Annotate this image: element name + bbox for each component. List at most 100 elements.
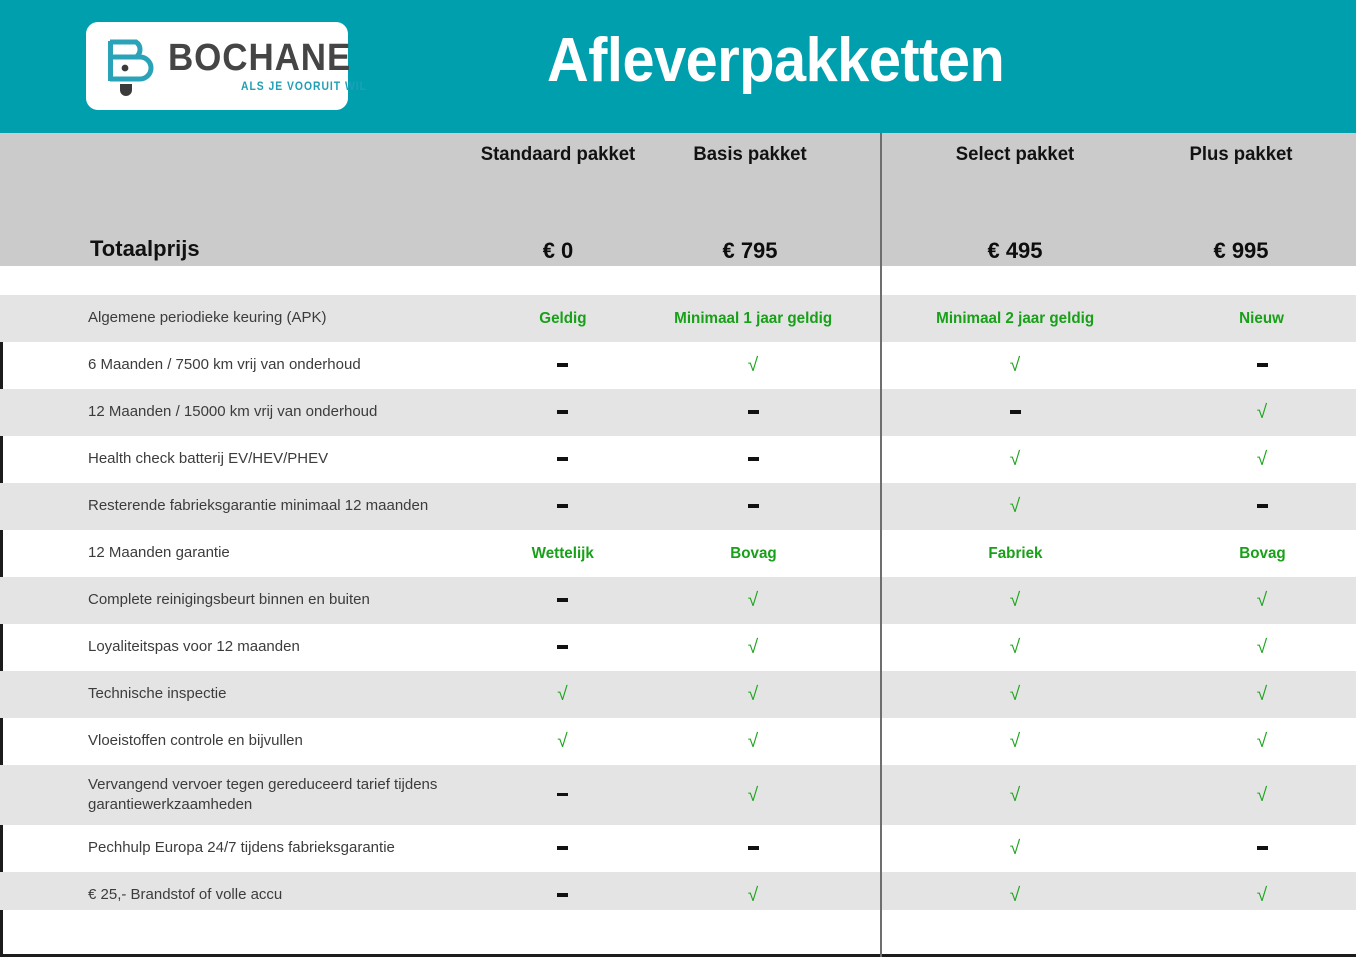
row-cell: √ <box>881 497 1149 516</box>
row-label: 12 Maanden / 15000 km vrij van onderhoud <box>88 403 378 421</box>
row-cell <box>881 404 1149 421</box>
dash-icon <box>557 792 568 797</box>
row-cell: Bovag <box>1149 545 1356 563</box>
row-cell: √ <box>625 685 881 704</box>
dash-icon <box>557 457 568 461</box>
row-cell: √ <box>881 839 1149 858</box>
row-cell: √ <box>1149 786 1356 805</box>
cell-text: Nieuw <box>1239 309 1285 327</box>
row-cell: √ <box>881 786 1149 805</box>
brand-name: BOCHANE <box>168 37 352 79</box>
row-cell <box>625 451 881 468</box>
table-row: Pechhulp Europa 24/7 tijdens fabrieksgar… <box>0 825 1356 872</box>
cell-text: Geldig <box>538 309 587 327</box>
dash-icon <box>557 410 568 414</box>
row-label: € 25,- Brandstof of volle accu <box>88 886 283 904</box>
column-title-plus: Plus pakket <box>1189 143 1293 165</box>
row-cell <box>1149 357 1356 374</box>
check-icon: √ <box>1009 784 1021 806</box>
check-icon: √ <box>1009 637 1021 658</box>
row-cell: Minimaal 2 jaar geldig <box>881 310 1149 328</box>
table-row: Resterende fabrieksgarantie minimaal 12 … <box>0 483 1356 530</box>
column-title-basis: Basis pakket <box>693 143 807 165</box>
row-cell <box>500 592 625 609</box>
check-icon: √ <box>557 684 568 705</box>
row-cell: √ <box>881 886 1149 905</box>
cell-text: Wettelijk <box>531 544 594 562</box>
row-cell: √ <box>1149 450 1356 469</box>
bochane-b-icon <box>106 36 164 96</box>
row-cell <box>500 498 625 515</box>
row-cell: √ <box>625 886 881 905</box>
row-cell <box>625 404 881 421</box>
feature-rows: Algemene periodieke keuring (APK) Geldig M… <box>0 295 1356 919</box>
cell-text: Bovag <box>1238 544 1286 562</box>
table-row: 6 Maanden / 7500 km vrij van onderhoud √ √ <box>0 342 1356 389</box>
row-label: Loyaliteitspas voor 12 maanden <box>88 638 300 656</box>
cell-text: Bovag <box>729 544 777 562</box>
table-row: Vloeistoffen controle en bijvullen √ √ √ √ <box>0 718 1356 765</box>
dash-icon <box>557 645 568 649</box>
row-label: Algemene periodieke keuring (APK) <box>88 309 327 327</box>
column-group-divider <box>880 133 882 957</box>
row-cell <box>500 887 625 904</box>
row-label: Complete reinigingsbeurt binnen en buite… <box>88 591 370 609</box>
dash-icon <box>557 846 568 850</box>
table-tail-row <box>0 910 1356 957</box>
row-cell: √ <box>1149 732 1356 751</box>
row-cell: √ <box>625 591 881 610</box>
row-cell: √ <box>881 591 1149 610</box>
table-row: Technische inspectie √ √ √ √ <box>0 671 1356 718</box>
check-icon: √ <box>747 590 759 611</box>
page-header: BOCHANE ALS JE VOORUIT WIL Afleverpakket… <box>0 0 1356 133</box>
check-icon: √ <box>747 637 759 658</box>
check-icon: √ <box>1256 402 1268 423</box>
dash-icon <box>1009 410 1021 414</box>
cell-text: Fabriek <box>987 544 1043 562</box>
check-icon: √ <box>1256 731 1268 752</box>
dash-icon <box>747 457 759 461</box>
check-icon: √ <box>1256 784 1268 806</box>
row-cell: √ <box>1149 886 1356 905</box>
check-icon: √ <box>747 684 759 705</box>
check-icon: √ <box>1009 496 1021 517</box>
row-label: 6 Maanden / 7500 km vrij van onderhoud <box>88 356 361 374</box>
row-cell <box>500 357 625 374</box>
price-standaard: € 0 <box>542 238 574 263</box>
row-cell <box>500 404 625 421</box>
row-cell: √ <box>625 638 881 657</box>
row-cell: √ <box>1149 685 1356 704</box>
dash-icon <box>747 504 759 508</box>
row-cell: √ <box>1149 403 1356 422</box>
row-cell: √ <box>881 450 1149 469</box>
check-icon: √ <box>1009 355 1021 376</box>
row-label: Pechhulp Europa 24/7 tijdens fabrieksgar… <box>88 839 395 857</box>
page-title: Afleverpakketten <box>547 26 1005 95</box>
totaalprijs-label: Totaalprijs <box>90 236 200 261</box>
table-header-band: Standaard pakket Basis pakket Select pak… <box>0 133 1356 361</box>
row-cell <box>500 787 625 804</box>
row-cell: √ <box>881 356 1149 375</box>
row-cell: Nieuw <box>1149 310 1356 328</box>
row-label: Vloeistoffen controle en bijvullen <box>88 732 303 750</box>
check-icon: √ <box>1256 637 1268 658</box>
table-row: 12 Maanden garantie Wettelijk Bovag Fabriek… <box>0 530 1356 577</box>
check-icon: √ <box>1256 684 1268 705</box>
price-basis: € 795 <box>722 238 778 263</box>
table-row: Vervangend vervoer tegen gereduceerd tar… <box>0 765 1356 825</box>
row-label: Resterende fabrieksgarantie minimaal 12 … <box>88 497 429 515</box>
check-icon: √ <box>1009 449 1021 470</box>
row-cell: √ <box>881 638 1149 657</box>
row-cell <box>500 451 625 468</box>
check-icon: √ <box>747 784 759 806</box>
row-cell: Geldig <box>500 310 625 328</box>
dash-icon <box>557 363 568 367</box>
price-plus: € 995 <box>1213 238 1269 263</box>
brand-tagline: ALS JE VOORUIT WIL <box>241 81 368 93</box>
row-cell: √ <box>500 732 625 751</box>
column-title-select: Select pakket <box>955 143 1075 165</box>
check-icon: √ <box>747 355 759 376</box>
table-row: 12 Maanden / 15000 km vrij van onderhoud… <box>0 389 1356 436</box>
dash-icon <box>747 410 759 414</box>
